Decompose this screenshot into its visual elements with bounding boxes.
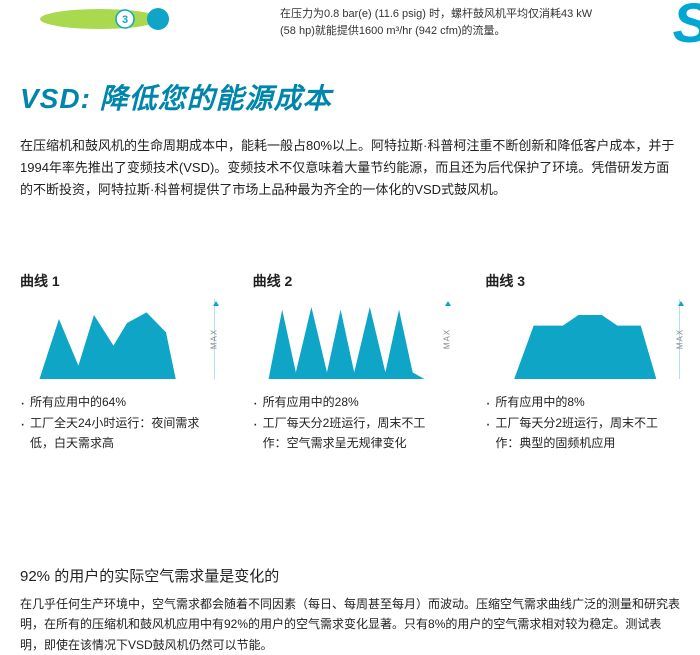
bullet: 工厂每天分2班运行，周末不工作：典型的固频机应用 [485, 414, 680, 452]
bullet: 所有应用中的64% [20, 393, 215, 412]
page-title: VSD: 降低您的能源成本 [20, 77, 700, 117]
max-arrow-2 [445, 301, 451, 306]
s-logo-fragment: S [673, 0, 700, 55]
chart-title-1: 曲线 1 [20, 271, 215, 291]
step-badge: 3 [30, 4, 180, 39]
section-2-title: 92% 的用户的实际空气需求量是变化的 [20, 565, 680, 586]
bullet: 工厂每天分2班运行，周末不工作：空气需求呈无规律变化 [253, 414, 448, 452]
chart-title-3: 曲线 3 [485, 271, 680, 291]
chart-title-2: 曲线 2 [253, 271, 448, 291]
chart-svg-2 [253, 299, 448, 379]
chart-svg-1 [20, 299, 215, 379]
bullet: 所有应用中的28% [253, 393, 448, 412]
bullets-2: 所有应用中的28% 工厂每天分2班运行，周末不工作：空气需求呈无规律变化 [253, 393, 448, 453]
charts-row: 曲线 1 MAX 所有应用中的64% 工厂全天24小时运行：夜间需求低，白天需求… [20, 271, 680, 455]
bullets-3: 所有应用中的8% 工厂每天分2班运行，周末不工作：典型的固频机应用 [485, 393, 680, 453]
max-arrow-1 [213, 301, 219, 306]
chart-wrap-1: MAX [20, 299, 215, 379]
chart-wrap-3: MAX [485, 299, 680, 379]
intro-paragraph: 在压缩机和鼓风机的生命周期成本中，能耗一般占80%以上。阿特拉斯·科普柯注重不断… [20, 135, 680, 201]
top-line1: 在压力为0.8 bar(e) (11.6 psig) 时，螺杆鼓风机平均仅消耗4… [280, 8, 592, 20]
chart-svg-3 [485, 299, 680, 379]
badge-number: 3 [122, 14, 128, 26]
top-line2: (58 hp)就能提供1600 m³/hr (942 cfm)的流量。 [280, 25, 506, 37]
max-label-1: MAX [210, 329, 219, 349]
max-arrow-3 [678, 301, 684, 306]
top-area: 3 在压力为0.8 bar(e) (11.6 psig) 时，螺杆鼓风机平均仅消… [0, 0, 700, 39]
section-2-body: 在几乎任何生产环境中，空气需求都会随着不同因素（每日、每周甚至每月）而波动。压缩… [20, 594, 680, 655]
max-label-2: MAX [443, 329, 452, 349]
chart-col-1: 曲线 1 MAX 所有应用中的64% 工厂全天24小时运行：夜间需求低，白天需求… [20, 271, 215, 455]
chart-col-3: 曲线 3 MAX 所有应用中的8% 工厂每天分2班运行，周末不工作：典型的固频机… [485, 271, 680, 455]
top-spec-text: 在压力为0.8 bar(e) (11.6 psig) 时，螺杆鼓风机平均仅消耗4… [280, 6, 680, 39]
bullets-1: 所有应用中的64% 工厂全天24小时运行：夜间需求低，白天需求高 [20, 393, 215, 453]
bullet: 所有应用中的8% [485, 393, 680, 412]
chart-col-2: 曲线 2 MAX 所有应用中的28% 工厂每天分2班运行，周末不工作：空气需求呈… [253, 271, 448, 455]
bullet: 工厂全天24小时运行：夜间需求低，白天需求高 [20, 414, 215, 452]
chart-wrap-2: MAX [253, 299, 448, 379]
max-label-3: MAX [675, 329, 684, 349]
section-2: 92% 的用户的实际空气需求量是变化的 在几乎任何生产环境中，空气需求都会随着不… [20, 565, 680, 655]
